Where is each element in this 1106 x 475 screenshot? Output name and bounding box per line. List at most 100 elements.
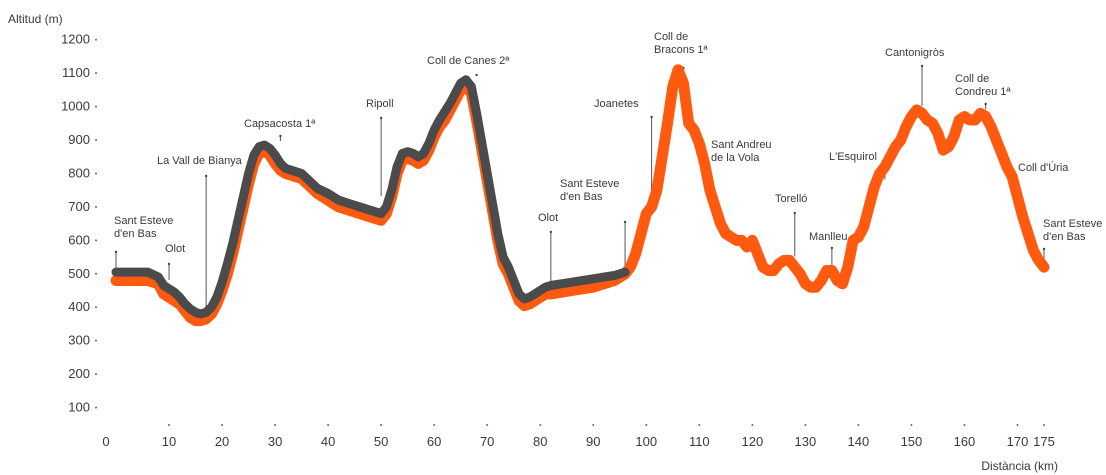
annotation-label: Coll de Canes 2ª bbox=[427, 55, 510, 67]
annotation-guides bbox=[114, 64, 1046, 310]
x-tick-mark bbox=[963, 424, 966, 426]
y-tick-mark bbox=[95, 72, 97, 75]
y-tick-mark bbox=[95, 373, 97, 376]
annotation-label: Coll d'Úria bbox=[1018, 161, 1069, 174]
x-tick-label: 150 bbox=[901, 434, 923, 449]
y-tick-mark bbox=[95, 339, 97, 342]
annotation-dot bbox=[830, 246, 834, 250]
y-tick-label: 1000 bbox=[61, 99, 90, 114]
annotation-label: Sant Esteve d'en Bas bbox=[114, 215, 173, 240]
x-axis-title: Distància (km) bbox=[981, 459, 1058, 473]
x-tick-label: 160 bbox=[954, 434, 976, 449]
annotation-label: La Vall de Bianya bbox=[157, 155, 243, 167]
x-tick-label: 10 bbox=[162, 434, 176, 449]
x-tick-label: 40 bbox=[321, 434, 335, 449]
annotation-label: Coll de Bracons 1ª bbox=[654, 31, 709, 56]
x-tick-mark bbox=[910, 424, 913, 426]
y-tick-label: 1200 bbox=[61, 32, 90, 47]
annotation-label: Torelló bbox=[775, 193, 807, 205]
x-tick-mark bbox=[645, 424, 648, 426]
x-tick-mark bbox=[804, 424, 807, 426]
annotation-dot bbox=[549, 230, 553, 234]
x-tick-mark bbox=[327, 424, 330, 426]
x-tick-mark bbox=[857, 424, 860, 426]
x-tick-label: 80 bbox=[533, 434, 547, 449]
annotation-dot bbox=[793, 211, 796, 215]
x-tick-label: 110 bbox=[689, 434, 710, 449]
annotation-dot bbox=[650, 115, 653, 119]
annotation-dot bbox=[204, 174, 208, 178]
annotation-dot bbox=[984, 102, 987, 106]
x-tick-label: 20 bbox=[215, 434, 229, 449]
x-tick-mark bbox=[1043, 424, 1045, 426]
y-tick-label: 400 bbox=[68, 299, 90, 314]
x-tick-mark bbox=[433, 424, 436, 426]
y-tick-mark bbox=[95, 272, 97, 275]
x-tick-mark bbox=[486, 424, 489, 426]
annotation-dot bbox=[279, 134, 282, 138]
x-tick-label: 0 bbox=[102, 434, 109, 449]
y-tick-mark bbox=[95, 406, 97, 409]
annotation-label: Sant Esteve d'en Bas bbox=[1043, 218, 1102, 243]
y-tick-mark bbox=[95, 105, 97, 108]
y-tick-label: 600 bbox=[68, 232, 90, 247]
x-tick-mark bbox=[274, 424, 277, 426]
x-tick-label: 100 bbox=[635, 434, 657, 449]
y-tick-label: 700 bbox=[68, 199, 90, 214]
x-tick-label: 130 bbox=[795, 434, 817, 449]
x-tick-mark bbox=[221, 424, 224, 426]
annotation-label: Cantonigròs bbox=[885, 47, 945, 59]
x-tick-mark bbox=[592, 424, 595, 426]
annotation-dot bbox=[114, 250, 118, 254]
y-tick-label: 1100 bbox=[62, 65, 90, 80]
y-tick-label: 200 bbox=[68, 366, 90, 381]
x-tick-label: 140 bbox=[848, 434, 870, 449]
annotation-dot bbox=[920, 64, 924, 68]
y-tick-label: 300 bbox=[68, 333, 90, 348]
annotation-dot bbox=[379, 116, 383, 120]
y-tick-mark bbox=[95, 239, 97, 242]
x-tick-mark bbox=[698, 424, 701, 426]
x-tick-label: 70 bbox=[480, 434, 494, 449]
annotation-label: Sant Andreu de la Vola bbox=[711, 139, 772, 164]
y-tick-mark bbox=[95, 38, 97, 41]
annotation-label: Sant Esteve d'en Bas bbox=[560, 178, 619, 203]
annotation-label: Manlleu bbox=[809, 231, 848, 243]
x-tick-label: 50 bbox=[374, 434, 388, 449]
x-tick-label: 60 bbox=[427, 434, 441, 449]
annotation-label: Olot bbox=[538, 212, 558, 224]
annotation-dot bbox=[475, 73, 478, 77]
annotation-dot bbox=[1042, 247, 1046, 251]
y-tick-mark bbox=[95, 306, 97, 309]
annotation-dot bbox=[623, 220, 627, 224]
y-tick-mark bbox=[95, 172, 97, 175]
x-tick-mark bbox=[168, 424, 171, 426]
x-tick-mark bbox=[539, 424, 542, 426]
x-tick-label: 170 bbox=[1007, 434, 1029, 449]
x-axis: Distància (km) 0 10 20 30 40 50 60 70 80 90 100 110… bbox=[102, 424, 1058, 473]
y-tick-label: 900 bbox=[68, 132, 90, 147]
x-tick-label: 30 bbox=[268, 434, 282, 449]
profile-lines bbox=[110, 64, 1050, 327]
annotation-label: Capsacosta 1ª bbox=[244, 118, 316, 130]
y-tick-label: 800 bbox=[68, 165, 90, 180]
annotation-label: Ripoll bbox=[366, 98, 394, 110]
annotation-label: Olot bbox=[165, 243, 185, 255]
y-tick-label: 100 bbox=[68, 400, 90, 415]
annotation-label: Coll de Condreu 1ª bbox=[955, 73, 1011, 98]
y-tick-label: 500 bbox=[68, 266, 90, 281]
x-tick-label: 90 bbox=[586, 434, 600, 449]
x-tick-mark bbox=[1016, 424, 1019, 426]
annotation-dot bbox=[167, 262, 171, 266]
annotation-label: L'Esquirol bbox=[829, 151, 877, 163]
x-tick-label: 175 bbox=[1033, 434, 1055, 449]
x-tick-label: 120 bbox=[741, 434, 763, 449]
x-tick-mark bbox=[751, 424, 754, 426]
y-axis: Altitud (m) 100 200 300 400 500 600 700 800 900 1… bbox=[8, 12, 97, 415]
series-overlay-line bbox=[111, 75, 630, 319]
annotation-label: Joanetes bbox=[594, 98, 639, 110]
x-tick-mark bbox=[380, 424, 383, 426]
y-tick-mark bbox=[95, 205, 97, 208]
